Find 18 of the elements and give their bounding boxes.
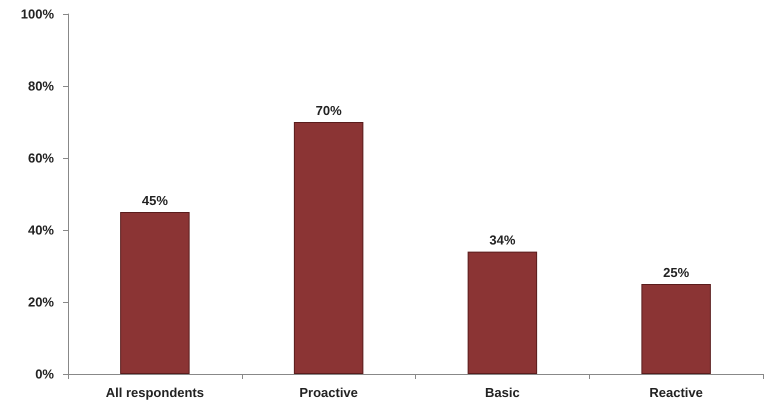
y-tick-label: 100% [20,6,54,22]
x-tick-label: Reactive [649,385,703,400]
y-tick-label: 80% [28,78,54,94]
x-tick-label: Basic [485,385,520,400]
y-tick-label: 0% [35,366,54,382]
bar [641,284,711,374]
data-label: 25% [663,265,690,280]
bar [120,212,190,374]
data-label: 70% [316,103,342,118]
y-tick-label: 20% [28,294,54,310]
x-tick-label: All respondents [106,385,204,400]
bar [294,122,364,374]
data-label: 45% [142,193,168,208]
y-tick-label: 60% [28,150,54,166]
y-tick-label: 40% [28,222,54,238]
bar [468,252,538,374]
data-label: 34% [489,232,516,248]
x-tick-label: Proactive [299,385,358,400]
